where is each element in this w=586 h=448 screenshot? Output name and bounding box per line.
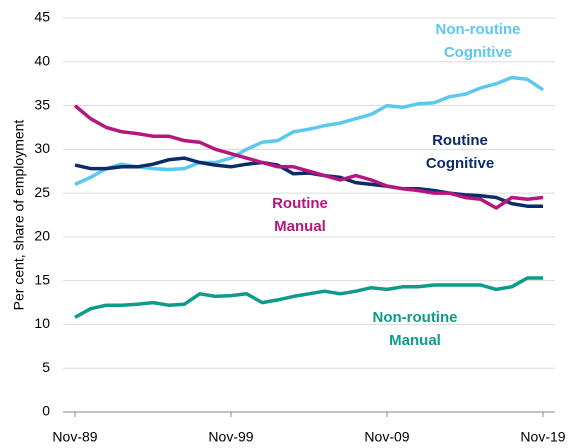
y-tick-label: 0 — [42, 403, 50, 419]
y-tick-label: 40 — [34, 52, 50, 68]
series-label-line: Cognitive — [444, 44, 512, 61]
series-label-line: Routine — [272, 195, 328, 212]
x-tick-label: Nov-89 — [52, 429, 97, 445]
y-tick-label: 30 — [34, 140, 50, 156]
series-label: Non-routine Cognitive — [436, 21, 521, 61]
y-tick-label: 10 — [34, 315, 50, 331]
series-line — [74, 75, 544, 186]
series-label-line: Cognitive — [426, 155, 494, 172]
series-line — [73, 104, 544, 210]
series-label-line: Non-routine — [436, 21, 521, 38]
y-tick-label: 15 — [34, 271, 50, 287]
series-label: Routine Cognitive — [426, 132, 494, 172]
y-tick-label: 35 — [34, 96, 50, 112]
y-tick-label: 5 — [42, 359, 50, 375]
y-tick-label: 25 — [34, 184, 50, 200]
series-line — [74, 276, 543, 319]
x-tick-label: Nov-99 — [208, 429, 253, 445]
series-label: Routine Manual — [272, 195, 328, 235]
y-tick-label: 45 — [34, 9, 50, 25]
series-label-line: Manual — [389, 332, 441, 349]
y-axis-label: Per cent, share of employment — [11, 120, 27, 311]
x-tick-label: Nov-09 — [364, 429, 409, 445]
series-label-line: Manual — [274, 218, 326, 235]
series-label-line: Routine — [432, 132, 488, 149]
x-tick-label: Nov-19 — [520, 429, 565, 445]
y-tick-label: 20 — [34, 228, 50, 244]
series-label: Non-routine Manual — [373, 309, 458, 349]
series-label-line: Non-routine — [373, 309, 458, 326]
